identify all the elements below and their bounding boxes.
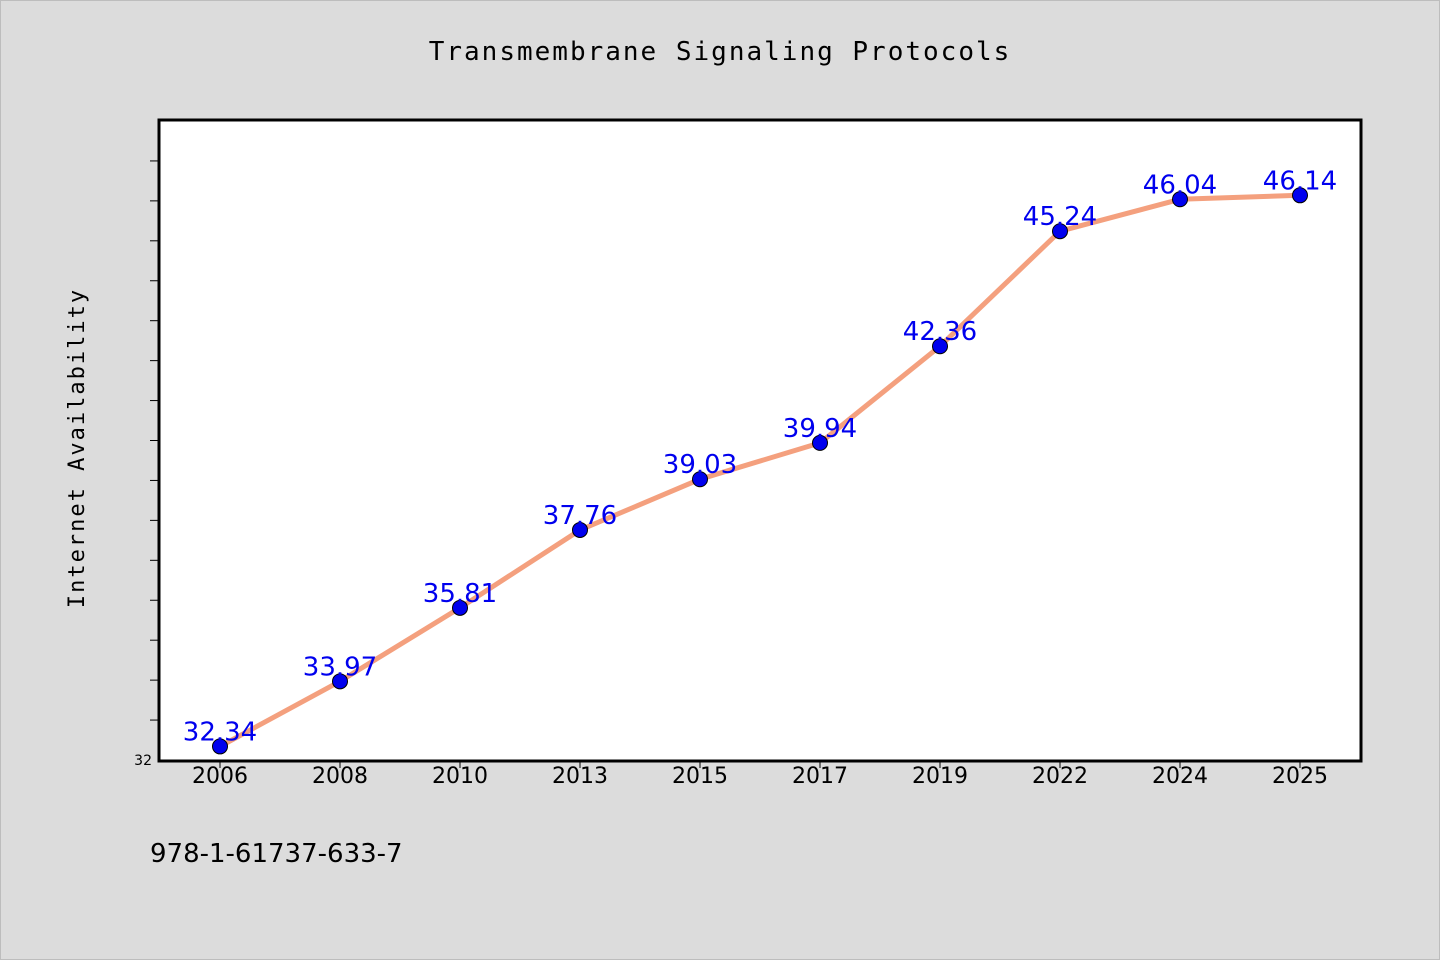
data-label: 37.76: [543, 501, 617, 531]
data-point: [572, 521, 588, 538]
series-line: [217, 192, 1303, 749]
y-axis-ticks: 32: [134, 160, 159, 769]
plot-area: [157, 118, 1363, 763]
y-axis-label: Internet Availability: [65, 288, 90, 608]
isbn-footer: 978-1-61737-633-7: [150, 839, 403, 869]
x-tick-label: 2019: [912, 764, 968, 789]
data-label: 42.36: [903, 317, 977, 347]
data-point: [1292, 187, 1308, 204]
data-label: 39.94: [783, 414, 857, 444]
data-point: [692, 471, 708, 488]
data-label: 45.24: [1023, 202, 1097, 232]
data-point: [212, 738, 228, 755]
data-point: [812, 434, 828, 451]
data-point: [1052, 223, 1068, 240]
x-tick-label: 2015: [672, 764, 728, 789]
data-point: [332, 673, 348, 690]
x-tick-label: 2013: [552, 764, 608, 789]
data-point: [452, 599, 468, 616]
chart-title: Transmembrane Signaling Protocols: [429, 37, 1012, 67]
x-tick-label: 2024: [1152, 764, 1208, 789]
x-axis-ticks: 2006 2008 2010 2013 2015 2017 2019 2022 2024 2025: [192, 761, 1328, 789]
data-labels: 32.34 33.97 35.81 37.76 39.03 39.94 42.36 45.24…: [183, 166, 1337, 747]
data-label: 35.81: [423, 579, 497, 609]
x-tick-label: 2025: [1272, 764, 1328, 789]
x-tick-label: 2022: [1032, 764, 1088, 789]
x-tick-label: 2010: [432, 764, 488, 789]
data-label: 46.04: [1143, 170, 1217, 200]
data-label: 39.03: [663, 450, 737, 480]
x-tick-label: 2008: [312, 764, 368, 789]
data-label: 33.97: [303, 652, 377, 682]
data-points: [212, 187, 1308, 755]
data-point: [1172, 191, 1188, 208]
y-tick-label: 32: [134, 753, 152, 769]
data-point: [932, 338, 948, 355]
x-tick-label: 2017: [792, 764, 848, 789]
data-label: 32.34: [183, 717, 257, 747]
x-tick-label: 2006: [192, 764, 248, 789]
data-label: 46.14: [1263, 166, 1337, 196]
